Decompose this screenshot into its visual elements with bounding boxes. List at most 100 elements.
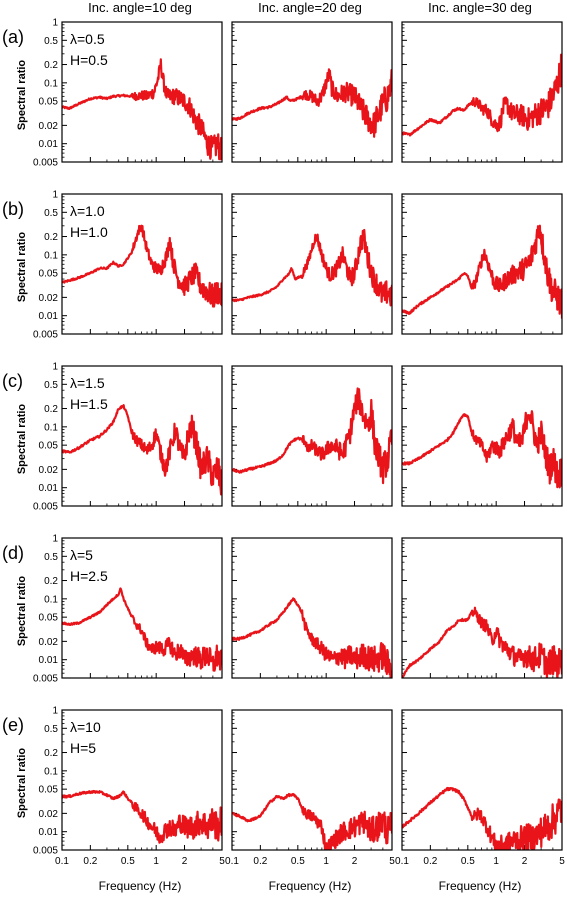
x-tick-label: 1 [153,856,159,867]
x-tick-label: 5 [559,856,565,867]
y-tick-label: 0.01 [39,827,59,838]
param-lambda-a: λ=0.5 [70,31,105,47]
spectral-ratio-line [232,68,392,138]
row-label-a: (a) [2,27,24,47]
panel-frame [401,709,563,851]
param-lambda-c: λ=1.5 [70,375,105,391]
y-tick-label: 0.02 [39,809,59,820]
spectral-ratio-line [62,58,222,161]
panel-r3-c2 [231,365,393,507]
y-tick-label: 0.1 [44,422,58,433]
x-tick-label: 2 [352,856,358,867]
y-tick-label: 0.02 [39,121,59,132]
y-tick-label: 0.005 [33,158,58,169]
panel-frame [61,193,223,335]
spectral-ratio-line [62,789,222,844]
y-axis-title-b: Spectral ratio [16,232,28,303]
spectral-ratio-line [62,224,222,308]
x-axis-title-3: Frequency (Hz) [439,879,522,893]
y-tick-label: 0.5 [44,724,58,735]
y-tick-label: 0.02 [39,637,59,648]
y-tick-label: 0.2 [44,748,58,759]
panel-r5-c2: 0.1 0.2 0.5 1 2 5 [225,709,395,867]
column-title-2: Inc. angle=20 deg [258,0,362,15]
param-h-c: H=1.5 [70,396,108,412]
panel-frame [401,21,563,163]
panel-frame [401,193,563,335]
y-tick-label: 0.2 [44,404,58,415]
x-tick-label: 0.5 [461,856,475,867]
y-tick-label: 0.5 [44,380,58,391]
x-tick-label: 5 [219,856,225,867]
panel-r2-c1: 1 0.5 0.2 0.1 0.05 0.02 0.01 0.005 [33,190,223,341]
panel-frame [61,21,223,163]
panel-r1-c3 [401,21,563,163]
panel-frame [401,537,563,679]
x-tick-label: 0.2 [253,856,267,867]
y-axis-title-c: Spectral ratio [16,404,28,475]
y-tick-label: 1 [52,534,58,545]
panel-r5-c3: 0.1 0.2 0.5 1 2 5 [395,709,565,867]
spectral-ratio-line [402,224,562,319]
panels-layer: 10.50.20.10.050.020.010.00510.50.20.10.0… [33,18,565,868]
y-axis-title-d: Spectral ratio [16,576,28,647]
y-tick-label: 0.01 [39,655,59,666]
x-tick-label: 2 [522,856,528,867]
param-lambda-d: λ=5 [70,547,93,563]
x-tick-label: 0.5 [121,856,135,867]
x-axis-title-2: Frequency (Hz) [269,879,352,893]
y-tick-label: 0.05 [39,441,59,452]
spectral-ratio-line [232,387,392,485]
spectral-ratio-line [62,587,222,672]
y-tick-label: 0.1 [44,250,58,261]
y-tick-label: 0.5 [44,208,58,219]
spectral-ratio-line [62,404,222,496]
y-tick-label: 0.01 [39,139,59,150]
panel-frame [61,709,223,851]
panel-frame [231,537,393,679]
spectral-ratio-line [402,786,562,850]
x-tick-label: 0.1 [395,856,409,867]
panel-r3-c1: 1 0.5 0.2 0.1 0.05 0.02 0.01 0.005 [33,362,223,513]
x-tick-label: 0.5 [291,856,305,867]
y-tick-label: 0.05 [39,785,59,796]
panel-frame [401,365,563,507]
column-title-3: Inc. angle=30 deg [428,0,532,15]
x-tick-label: 0.1 [225,856,239,867]
panel-frame [61,365,223,507]
x-tick-label: 1 [493,856,499,867]
panel-frame [231,365,393,507]
panel-r4-c1: 1 0.5 0.2 0.1 0.05 0.02 0.01 0.005 [33,534,223,685]
y-tick-label: 0.05 [39,269,59,280]
y-tick-label: 1 [52,362,58,373]
y-tick-label: 0.005 [33,846,58,857]
panel-r1-c2 [231,21,393,163]
param-lambda-b: λ=1.0 [70,203,105,219]
x-tick-label: 2 [182,856,188,867]
x-tick-label: 0.1 [55,856,69,867]
y-tick-label: 0.005 [33,502,58,513]
param-lambda-e: λ=10 [70,719,101,735]
param-h-e: H=5 [70,740,96,756]
row-label-d: (d) [2,543,24,563]
y-tick-label: 0.05 [39,97,59,108]
y-tick-label: 0.01 [39,483,59,494]
panel-r1-c1: 1 0.5 0.2 0.1 0.05 0.02 0.01 0.005 [33,18,223,169]
y-tick-label: 0.5 [44,552,58,563]
y-tick-label: 1 [52,706,58,717]
spectral-ratio-line [232,792,392,850]
y-tick-label: 0.5 [44,36,58,47]
param-h-d: H=2.5 [70,568,108,584]
panel-frame [61,537,223,679]
panel-r2-c2 [231,193,393,335]
y-axis-title-e: Spectral ratio [16,748,28,819]
y-tick-label: 0.1 [44,78,58,89]
panel-frame [231,709,393,851]
panel-r3-c3 [401,365,563,507]
spectral-ratio-line [232,228,392,307]
column-title-1: Inc. angle=10 deg [88,0,192,15]
y-tick-label: 0.005 [33,674,58,685]
panel-frame [231,21,393,163]
